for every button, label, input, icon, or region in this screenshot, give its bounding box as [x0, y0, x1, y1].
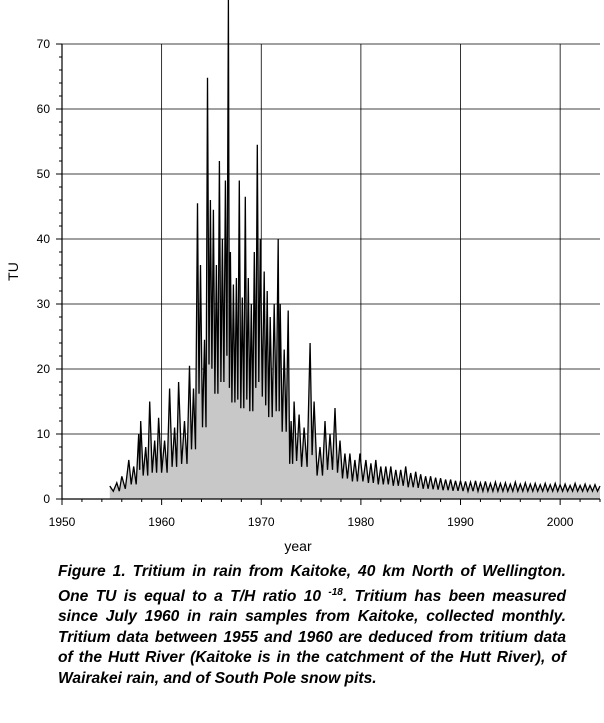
caption-line-2: Wellington. One TU is equal to a T/H rat…: [58, 563, 566, 605]
caption-line-5: are deduced from tritium data of the Hut…: [58, 628, 566, 667]
x-tick-label-1990: 1990: [447, 515, 474, 529]
x-tick-label-1980: 1980: [348, 515, 375, 529]
x-axis-ticks: 1950 1960 1970 1980 1990 2000: [49, 499, 601, 529]
caption-line-4: collected monthly. Tritium data between …: [58, 608, 567, 646]
chart-axes: [61, 44, 600, 500]
figure-caption: Figure 1. Tritium in rain from Kaitoke, …: [58, 562, 566, 689]
tritium-chart: 0 10 20 30 40 50 60 70 1950 1960 1970 1980 1990 2000…: [5, 0, 601, 554]
y-tick-label-30: 30: [37, 297, 51, 311]
x-tick-label-2000: 2000: [547, 515, 574, 529]
y-tick-label-50: 50: [37, 167, 51, 181]
y-tick-label-70: 70: [37, 37, 51, 51]
caption-line-3: been measured since July 1960 in rain sa…: [58, 587, 566, 626]
caption-line-2b: . Tritium has: [342, 587, 442, 605]
caption-line-7: South Pole snow pits.: [214, 669, 377, 687]
x-tick-label-1960: 1960: [148, 515, 175, 529]
tritium-series-line: [109, 0, 601, 494]
y-tick-label-40: 40: [37, 232, 51, 246]
y-axis-ticks: 0 10 20 30 40 50 60 70: [37, 37, 62, 506]
x-axis-title: year: [284, 538, 312, 554]
x-tick-label-1950: 1950: [49, 515, 76, 529]
caption-exponent: -18: [328, 586, 343, 598]
x-tick-label-1970: 1970: [248, 515, 275, 529]
tritium-area-fill: [109, 0, 601, 499]
y-tick-label-0: 0: [43, 492, 50, 506]
y-tick-label-20: 20: [37, 362, 51, 376]
grid-lines: [62, 43, 600, 499]
y-axis-title: TU: [5, 262, 21, 281]
y-tick-label-60: 60: [37, 102, 51, 116]
y-tick-label-10: 10: [37, 427, 51, 441]
caption-line-1: Figure 1. Tritium in rain from Kaitoke, …: [58, 563, 476, 580]
caption-line-6: the catchment of the Hutt River), of Wai…: [58, 649, 566, 687]
